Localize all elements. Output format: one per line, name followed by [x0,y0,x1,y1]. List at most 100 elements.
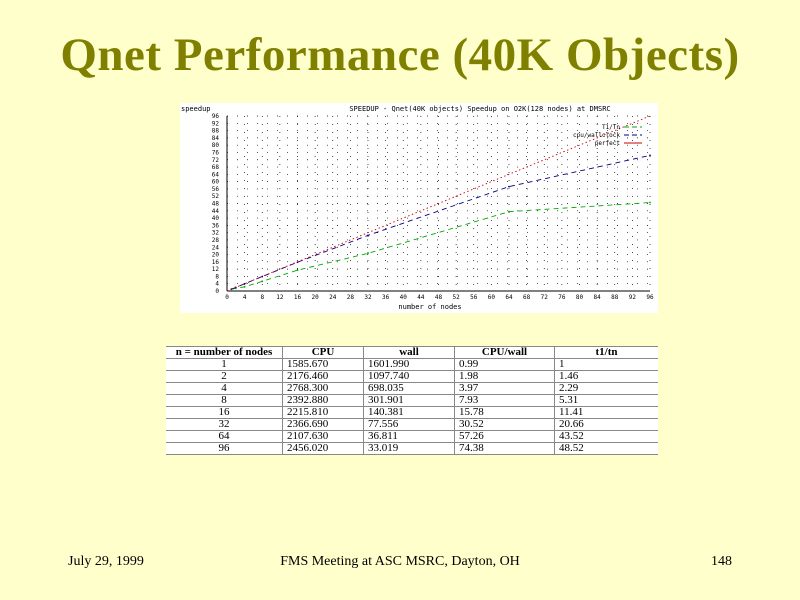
table-cell: 16 [166,406,283,419]
x-tick-label: 32 [364,294,372,301]
table-cell: 0.99 [454,358,555,371]
footer-page-number: 148 [711,554,732,569]
table-cell: 1.98 [454,370,555,383]
x-tick-label: 24 [329,294,337,301]
table-cell: 33.019 [363,442,455,455]
table-cell: 8 [166,394,283,407]
table-row: 16 2215.810 140.381 15.78 11.41 [166,406,658,419]
data-point [367,252,369,255]
footer-meeting: FMS Meeting at ASC MSRC, Dayton, OH [280,554,520,569]
table-row: 64 2107.630 36.811 57.26 43.52 [166,430,658,443]
y-tick-label: 20 [212,252,220,259]
table-cell: 15.78 [454,406,555,419]
x-tick-label: 20 [312,294,320,301]
x-tick-label: 0 [225,294,229,301]
table-cell: 20.66 [554,418,658,431]
table-cell: 77.556 [363,418,455,431]
x-tick-label: 60 [488,294,496,301]
y-tick-label: 88 [212,128,220,135]
speedup-chart: speedup SPEEDUP - Qnet(40K objects) Spee… [180,103,658,313]
table-cell: 5.31 [554,394,658,407]
x-tick-label: 68 [523,294,531,301]
table-cell: 1585.670 [282,358,364,371]
data-point [508,185,510,188]
table-cell: 36.811 [363,430,455,443]
slide-title: Qnet Performance (40K Objects) [60,29,740,81]
y-tick-label: 84 [212,135,220,142]
table-cell: 4 [166,382,283,395]
y-tick-label: 16 [212,259,220,266]
table-cell: 1 [166,358,283,371]
chart-grid [226,115,651,292]
header-t1-tn: t1/tn [554,346,658,359]
y-tick-label: 0 [215,288,219,295]
series-line-1 [231,154,651,290]
data-point [649,201,651,204]
table-cell: 2366.690 [282,418,364,431]
table-cell: 64 [166,430,283,443]
data-point [243,285,246,288]
table-cell: 698.035 [363,382,455,395]
series-line-0 [231,202,651,290]
table-cell: 7.93 [454,394,555,407]
table-header-row: n = number of nodes CPU wall CPU/wall t1… [166,346,658,359]
header-cpu-wall: CPU/wall [454,346,555,359]
table-cell: 57.26 [454,430,555,443]
header-cpu: CPU [282,346,364,359]
x-tick-label: 16 [294,294,302,301]
data-point [649,154,651,157]
table-cell: 74.38 [454,442,555,455]
table-cell: 2 [166,370,283,383]
table-cell: 2176.460 [282,370,364,383]
y-tick-label: 52 [212,193,220,200]
x-tick-label: 8 [260,294,264,301]
y-tick-label: 24 [212,244,220,251]
footer-date: July 29, 1999 [68,554,144,569]
table-cell: 96 [166,442,283,455]
chart-ticks: 0481216202428323640444852566064687276808… [212,113,654,301]
y-tick-label: 12 [212,266,220,273]
legend-label: perfect [595,140,621,147]
y-tick-label: 68 [212,164,220,171]
table-cell: 2768.300 [282,382,364,395]
table-cell: 11.41 [554,406,658,419]
y-tick-label: 8 [215,273,219,280]
x-tick-label: 40 [400,294,408,301]
data-point [296,269,299,272]
legend-label: T1/Tn [602,124,620,131]
table-cell: 2456.020 [282,442,364,455]
table-row: 32 2366.690 77.556 30.52 20.66 [166,418,658,431]
x-tick-label: 44 [417,294,425,301]
table-row: 96 2456.020 33.019 74.38 48.52 [166,442,658,455]
y-tick-label: 44 [212,208,220,215]
x-tick-label: 56 [470,294,478,301]
chart-ylabel: speedup [181,105,211,113]
speedup-chart-svg: speedup SPEEDUP - Qnet(40K objects) Spee… [181,105,654,311]
table-cell: 3.97 [454,382,555,395]
table-cell: 140.381 [363,406,455,419]
y-tick-label: 60 [212,179,220,186]
y-tick-label: 40 [212,215,220,222]
y-tick-label: 80 [212,142,220,149]
table-cell: 1 [554,358,658,371]
data-point [367,234,369,237]
y-tick-label: 28 [212,237,220,244]
y-tick-label: 92 [212,120,220,127]
x-tick-label: 12 [276,294,284,301]
table-row: 2 2176.460 1097.740 1.98 1.46 [166,370,658,383]
header-nodes: n = number of nodes [166,346,283,359]
y-tick-label: 76 [212,149,220,156]
y-tick-label: 36 [212,222,220,229]
y-tick-label: 4 [215,281,219,288]
table-cell: 301.901 [363,394,455,407]
table-cell: 1.46 [554,370,658,383]
data-point [261,280,264,283]
x-tick-label: 84 [594,294,602,301]
y-tick-label: 96 [212,113,220,120]
x-tick-label: 76 [558,294,566,301]
table-cell: 30.52 [454,418,555,431]
x-tick-label: 72 [541,294,549,301]
table-cell: 1097.740 [363,370,455,383]
x-tick-label: 52 [453,294,461,301]
